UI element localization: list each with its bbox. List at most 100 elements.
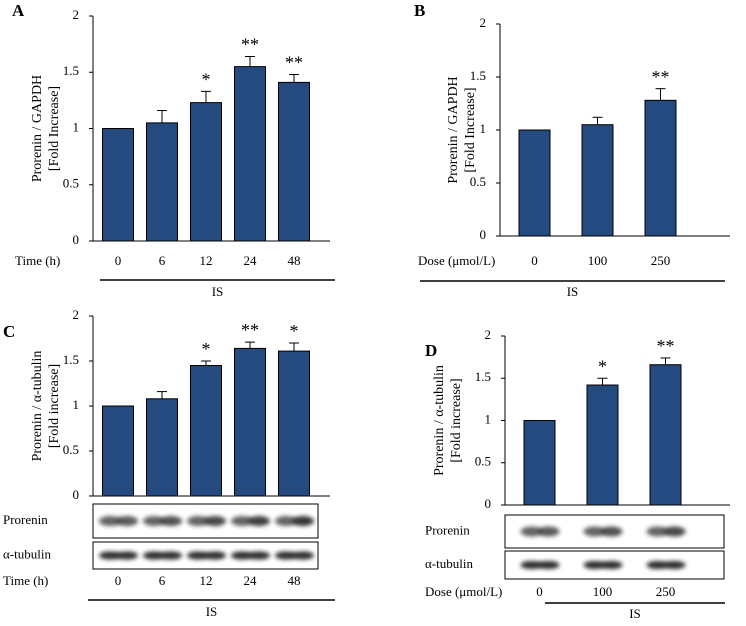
- blot-band: [663, 561, 686, 569]
- x-tick-label: 6: [159, 573, 166, 588]
- significance: *: [202, 70, 211, 90]
- blot-band: [275, 516, 297, 526]
- blot-band: [99, 551, 121, 560]
- x-tick-label: 24: [244, 253, 258, 268]
- x-tick-label: 100: [593, 584, 613, 599]
- y-tick-label: 0: [485, 496, 492, 511]
- significance: *: [290, 321, 299, 341]
- x-tick-label: 0: [115, 573, 122, 588]
- bar: [581, 124, 614, 237]
- blot-frame: [504, 514, 725, 549]
- blot-band: [116, 551, 138, 560]
- y-tick-label: 1.5: [470, 68, 486, 83]
- x-tick-label: 24: [244, 573, 258, 588]
- y-axis-label: Prorenin / GAPDH: [30, 75, 45, 182]
- y-tick-label: 2: [480, 15, 487, 30]
- y-tick-label: 1: [485, 411, 492, 426]
- bar: [146, 398, 178, 497]
- x-tick-label: 0: [115, 253, 122, 268]
- blot-band: [160, 551, 182, 560]
- y-tick-label: 1.5: [475, 369, 491, 384]
- y-axis-label: [Fold increase]: [47, 364, 62, 448]
- blot-band: [537, 561, 560, 569]
- blot-label: Prorenin: [425, 522, 470, 537]
- blot-band: [583, 561, 606, 569]
- significance: **: [652, 67, 670, 87]
- blot-band: [646, 526, 669, 537]
- y-tick-label: 1.5: [63, 63, 79, 78]
- significance: **: [241, 320, 259, 340]
- blot-band: [537, 526, 560, 537]
- blot-band: [143, 516, 165, 526]
- x-tick-label: 250: [656, 584, 676, 599]
- panel-label: C: [3, 322, 15, 341]
- bar: [102, 128, 134, 242]
- blot-band: [646, 561, 669, 569]
- y-tick-label: 0: [73, 487, 80, 502]
- group-label: IS: [206, 604, 218, 619]
- blot-band: [116, 516, 138, 526]
- blot-band: [520, 561, 543, 569]
- blot-band: [248, 551, 270, 560]
- y-axis-label: [Fold Increase]: [463, 87, 478, 172]
- bar: [146, 122, 178, 242]
- significance: *: [598, 356, 607, 376]
- y-tick-label: 1.5: [63, 352, 79, 367]
- x-tick-label: 0: [531, 253, 538, 268]
- y-tick-label: 1: [73, 119, 80, 134]
- bar: [518, 129, 551, 237]
- y-tick-label: 1: [480, 121, 487, 136]
- blot-band: [160, 516, 182, 526]
- x-axis-label: Dose (μmol/L): [425, 584, 502, 599]
- y-tick-label: 0.5: [63, 442, 79, 457]
- blot-label: α-tubulin: [3, 546, 51, 561]
- blot-band: [204, 516, 226, 526]
- bar: [278, 81, 310, 242]
- x-tick-label: 48: [288, 573, 301, 588]
- blot-label: α-tubulin: [425, 556, 473, 571]
- bar: [278, 350, 310, 497]
- y-axis-label: Prorenin / GAPDH: [446, 76, 461, 183]
- bar: [644, 99, 677, 237]
- blot-label: Prorenin: [3, 512, 48, 527]
- y-tick-label: 0.5: [470, 174, 486, 189]
- x-tick-label: 12: [200, 573, 213, 588]
- y-tick-label: 0.5: [475, 454, 491, 469]
- bar: [234, 66, 266, 242]
- blot-frame: [92, 541, 319, 570]
- bar: [586, 384, 619, 506]
- x-tick-label: 48: [288, 253, 301, 268]
- blot-band: [292, 516, 314, 526]
- bar: [234, 347, 266, 497]
- blot-band: [231, 516, 253, 526]
- blot-band: [600, 561, 623, 569]
- y-tick-label: 0: [73, 232, 80, 247]
- y-tick-label: 2: [73, 7, 80, 22]
- significance: **: [285, 53, 303, 73]
- y-tick-label: 2: [485, 327, 492, 342]
- blot-band: [248, 516, 270, 526]
- blot-band: [143, 551, 165, 560]
- bar: [102, 405, 134, 497]
- blot-band: [663, 526, 686, 537]
- significance: **: [657, 336, 675, 356]
- x-axis-label: Time (h): [15, 253, 60, 268]
- blot-band: [583, 526, 606, 537]
- group-label: IS: [629, 606, 641, 621]
- blot-frame: [92, 503, 319, 539]
- x-tick-label: 6: [159, 253, 166, 268]
- blot-band: [600, 526, 623, 537]
- x-tick-label: 100: [588, 253, 608, 268]
- x-axis-label: Dose (μmol/L): [418, 253, 495, 268]
- y-tick-label: 0.5: [63, 176, 79, 191]
- blot-band: [187, 516, 209, 526]
- bar: [190, 102, 222, 242]
- panel-label: B: [414, 1, 425, 20]
- y-tick-label: 0: [480, 227, 487, 242]
- y-axis-label: [Fold increase]: [449, 378, 464, 462]
- blot-band: [187, 551, 209, 560]
- y-tick-label: 2: [73, 307, 80, 322]
- panel-label: A: [12, 1, 25, 20]
- y-axis-label: [Fold Increase]: [47, 86, 62, 171]
